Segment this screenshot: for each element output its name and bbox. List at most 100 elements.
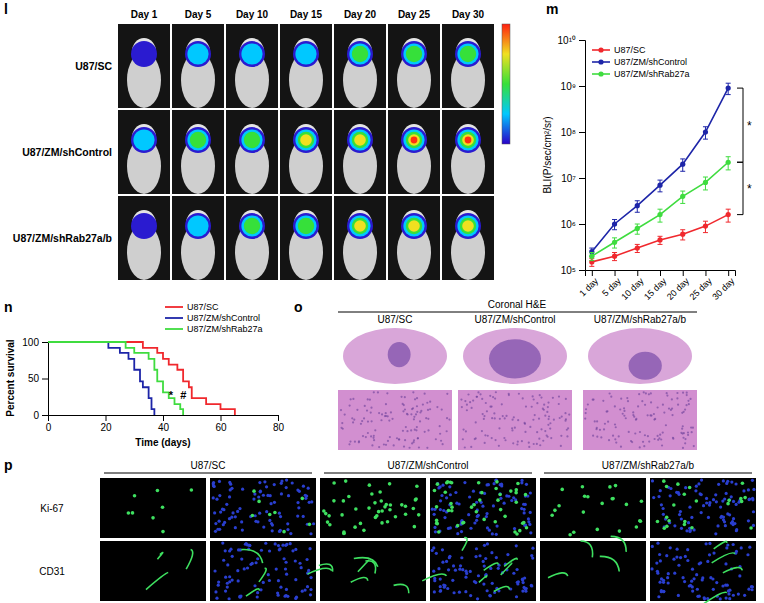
dapi xyxy=(655,561,658,564)
dapi xyxy=(484,557,487,560)
signal xyxy=(187,215,208,236)
dapi xyxy=(239,594,242,597)
ki67-signal xyxy=(495,480,499,484)
bli-image xyxy=(334,110,386,194)
nucleus xyxy=(364,405,366,407)
tick-mark xyxy=(683,270,684,276)
dapi xyxy=(530,554,533,557)
dapi xyxy=(732,517,735,520)
dapi xyxy=(667,572,670,575)
nucleus xyxy=(494,417,496,419)
dapi xyxy=(722,479,725,482)
dapi xyxy=(256,557,259,560)
dapi xyxy=(441,548,444,551)
nucleus xyxy=(370,435,372,437)
error-bar xyxy=(726,209,731,222)
nucleus xyxy=(426,447,428,449)
nucleus xyxy=(552,397,554,399)
signal xyxy=(187,43,208,64)
dapi xyxy=(483,565,486,568)
bli-image xyxy=(388,196,440,280)
nucleus xyxy=(565,398,567,400)
signal xyxy=(133,129,154,150)
nucleus xyxy=(631,441,633,443)
day-label: Day 20 xyxy=(344,9,377,20)
dapi xyxy=(704,542,707,545)
dapi xyxy=(707,516,710,519)
column-label: U87/ZM/shControl xyxy=(474,314,555,325)
ki67-signal xyxy=(308,523,312,527)
dapi xyxy=(271,529,274,532)
if-image xyxy=(650,541,756,603)
dapi xyxy=(227,597,230,600)
nucleus xyxy=(650,401,652,403)
dapi xyxy=(240,557,243,560)
image-bg xyxy=(430,478,536,538)
nucleus xyxy=(464,446,466,448)
dapi xyxy=(229,488,232,491)
dapi xyxy=(225,503,228,506)
nucleus xyxy=(539,444,541,446)
dapi xyxy=(452,564,455,567)
dapi xyxy=(492,482,495,485)
nucleus xyxy=(385,444,387,446)
dapi xyxy=(503,502,506,505)
dapi xyxy=(679,510,682,513)
signal xyxy=(457,129,478,150)
nucleus xyxy=(639,431,641,433)
ki67-signal xyxy=(386,520,390,524)
legend-swatch xyxy=(165,306,183,308)
nucleus xyxy=(543,404,545,406)
nucleus xyxy=(686,394,688,396)
dapi xyxy=(464,590,467,593)
signal xyxy=(460,46,476,62)
dapi xyxy=(677,564,680,567)
nucleus xyxy=(374,429,376,431)
bli-image xyxy=(226,196,278,280)
nucleus xyxy=(540,428,542,430)
cd31-signal xyxy=(422,574,446,581)
series-line xyxy=(592,162,728,256)
ki67-signal xyxy=(470,505,474,509)
group-label: U87/ZM/shRab27a/b xyxy=(13,232,112,244)
signal xyxy=(408,134,420,146)
nucleus xyxy=(361,420,363,422)
signal xyxy=(244,132,260,148)
ki67-signal xyxy=(557,504,561,508)
signal xyxy=(239,41,265,67)
nucleus xyxy=(390,411,392,413)
nucleus xyxy=(425,417,427,419)
ki67-signal xyxy=(404,504,408,508)
dapi xyxy=(696,588,699,591)
nucleus xyxy=(446,417,448,419)
nucleus xyxy=(600,436,602,438)
dapi xyxy=(432,570,435,573)
dapi xyxy=(291,549,294,552)
marker xyxy=(726,212,731,217)
figure-svg: lmnopDay 1Day 5Day 10Day 15Day 20Day 25D… xyxy=(0,0,764,603)
nucleus xyxy=(417,437,419,439)
dapi xyxy=(309,593,312,596)
dapi xyxy=(724,524,727,527)
nucleus xyxy=(372,437,374,439)
dapi xyxy=(278,548,281,551)
image-bg xyxy=(442,196,494,280)
image-bg xyxy=(118,24,170,108)
dapi xyxy=(481,505,484,508)
signal xyxy=(455,41,481,67)
ki67-signal xyxy=(374,516,378,520)
axis-line xyxy=(42,343,49,416)
ki67-signal xyxy=(518,529,522,533)
dapi xyxy=(268,519,271,522)
image-bg xyxy=(172,196,224,280)
dapi xyxy=(443,516,446,519)
dapi xyxy=(683,580,686,583)
dapi xyxy=(277,544,280,547)
nucleus xyxy=(465,430,467,432)
mouse-head xyxy=(240,210,264,238)
dapi xyxy=(727,592,730,595)
nucleus xyxy=(538,418,540,420)
tick-mark xyxy=(660,270,661,276)
tick: 80 xyxy=(273,415,285,433)
dapi xyxy=(439,508,442,511)
